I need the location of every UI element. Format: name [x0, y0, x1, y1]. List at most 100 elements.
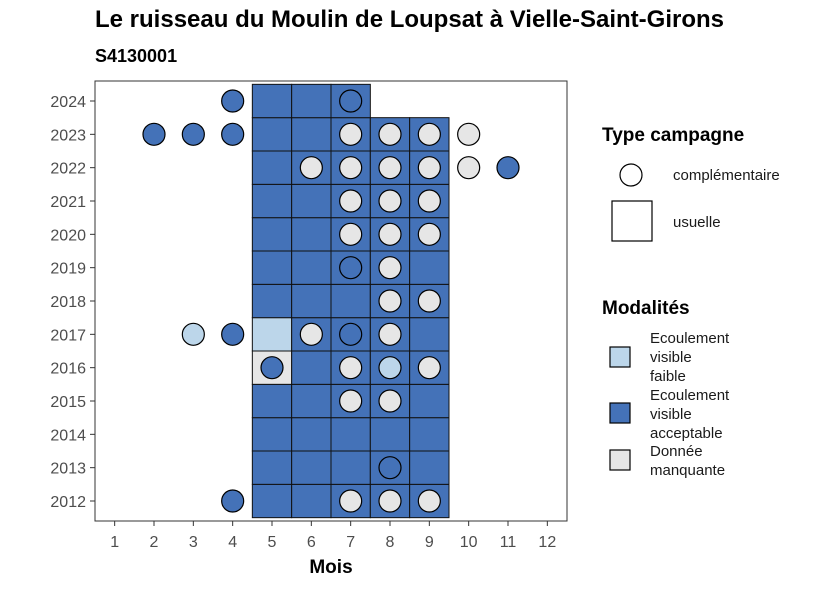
tile-2019-9	[409, 250, 450, 285]
tile-2015-6	[291, 383, 332, 419]
tile-2021-5	[251, 183, 293, 219]
legend-square-key	[611, 200, 653, 242]
legend-modalite-label-line: faible	[650, 368, 686, 385]
x-tick-label-10: 10	[460, 534, 478, 551]
tile-2022-5	[251, 150, 293, 185]
x-tick-label-6: 6	[307, 534, 316, 551]
point-2022-6	[299, 156, 323, 180]
point-2015-7	[339, 389, 363, 413]
tile-2016-6	[291, 350, 332, 385]
tile-2018-6	[291, 283, 332, 319]
point-2023-4	[221, 122, 245, 146]
point-2023-7	[339, 122, 363, 146]
tile-2017-5	[251, 317, 293, 352]
point-2023-9	[417, 122, 441, 146]
y-tick-label-2021: 2021	[50, 194, 86, 211]
chart-title: Le ruisseau du Moulin de Loupsat à Viell…	[95, 6, 724, 33]
x-tick-label-7: 7	[346, 534, 355, 551]
tile-2013-7	[330, 450, 371, 485]
tile-2014-5	[251, 417, 293, 452]
point-2020-7	[339, 222, 363, 246]
tile-2019-6	[291, 250, 332, 285]
point-2017-4	[221, 322, 245, 346]
point-2022-9	[417, 156, 441, 180]
x-tick-label-9: 9	[425, 534, 434, 551]
point-2024-7	[339, 89, 363, 113]
tile-2020-5	[251, 217, 293, 252]
point-2017-3	[181, 322, 205, 346]
x-tick-label-8: 8	[386, 534, 395, 551]
legend-modalite-label-line: visible	[650, 406, 692, 423]
tile-2024-5	[251, 83, 293, 119]
point-2022-7	[339, 156, 363, 180]
y-tick-label-2020: 2020	[50, 227, 86, 244]
legend-modalites-title: Modalités	[602, 298, 690, 319]
tile-2012-6	[291, 483, 332, 519]
point-2016-5	[260, 356, 284, 380]
point-2019-7	[339, 256, 363, 280]
y-tick-label-2022: 2022	[50, 161, 86, 178]
point-2012-4	[221, 489, 245, 513]
tile-2021-6	[291, 183, 332, 219]
legend-modalite-key-0	[609, 346, 631, 368]
point-2012-9	[417, 489, 441, 513]
point-2022-10	[457, 156, 481, 180]
plot-area	[94, 80, 568, 522]
point-2021-8	[378, 189, 402, 213]
legend-modalite-label-line: acceptable	[650, 425, 723, 442]
chart-subtitle: S4130001	[95, 46, 178, 66]
y-tick-label-2012: 2012	[50, 494, 86, 511]
tile-2014-6	[291, 417, 332, 452]
legend-type-label-complementaire: complémentaire	[673, 167, 780, 184]
tile-2013-9	[409, 450, 450, 485]
point-2018-9	[417, 289, 441, 313]
legend: Type campagne Modalités complémentaire us…	[602, 125, 780, 479]
tile-2018-5	[251, 283, 293, 319]
x-tick-label-3: 3	[189, 534, 198, 551]
point-2016-9	[417, 356, 441, 380]
point-2023-8	[378, 122, 402, 146]
point-2013-8	[378, 456, 402, 480]
point-2015-8	[378, 389, 402, 413]
legend-type-title: Type campagne	[602, 125, 744, 146]
legend-modalite-key-1	[609, 402, 631, 424]
legend-modalite-label-line: Ecoulement	[650, 330, 730, 347]
legend-modalite-key-2	[609, 449, 631, 471]
point-2016-8	[378, 356, 402, 380]
legend-type-label-usuelle: usuelle	[673, 214, 721, 231]
point-2019-8	[378, 256, 402, 280]
legend-modalite-label-line: manquante	[650, 462, 725, 479]
point-2017-8	[378, 322, 402, 346]
point-2012-7	[339, 489, 363, 513]
x-tick-label-4: 4	[228, 534, 237, 551]
legend-modalite-label-1: Ecoulement visible acceptable	[650, 387, 730, 442]
x-tick-label-2: 2	[150, 534, 159, 551]
tile-2023-6	[291, 117, 332, 152]
point-2018-8	[378, 289, 402, 313]
legend-modalite-label-line: Ecoulement	[650, 387, 730, 404]
legend-modalite-label-line: Donnée	[650, 443, 703, 460]
tile-2018-7	[330, 283, 371, 319]
tile-2020-6	[291, 217, 332, 252]
point-2023-10	[457, 122, 481, 146]
x-axis-title: Mois	[309, 557, 352, 578]
point-2021-9	[417, 189, 441, 213]
tile-2014-8	[369, 417, 411, 452]
tile-2019-5	[251, 250, 293, 285]
tile-2024-6	[291, 83, 332, 119]
y-tick-label-2023: 2023	[50, 127, 86, 144]
point-2017-6	[299, 322, 323, 346]
point-2020-9	[417, 222, 441, 246]
y-tick-label-2013: 2013	[50, 461, 86, 478]
tile-2012-5	[251, 483, 293, 519]
y-tick-label-2019: 2019	[50, 261, 86, 278]
y-tick-label-2015: 2015	[50, 394, 86, 411]
x-tick-label-5: 5	[268, 534, 277, 551]
tile-2014-7	[330, 417, 371, 452]
tile-2023-5	[251, 117, 293, 152]
tile-2017-9	[409, 317, 450, 352]
y-tick-label-2017: 2017	[50, 327, 86, 344]
legend-modalite-label-0: Ecoulement visible faible	[650, 330, 730, 385]
point-2020-8	[378, 222, 402, 246]
